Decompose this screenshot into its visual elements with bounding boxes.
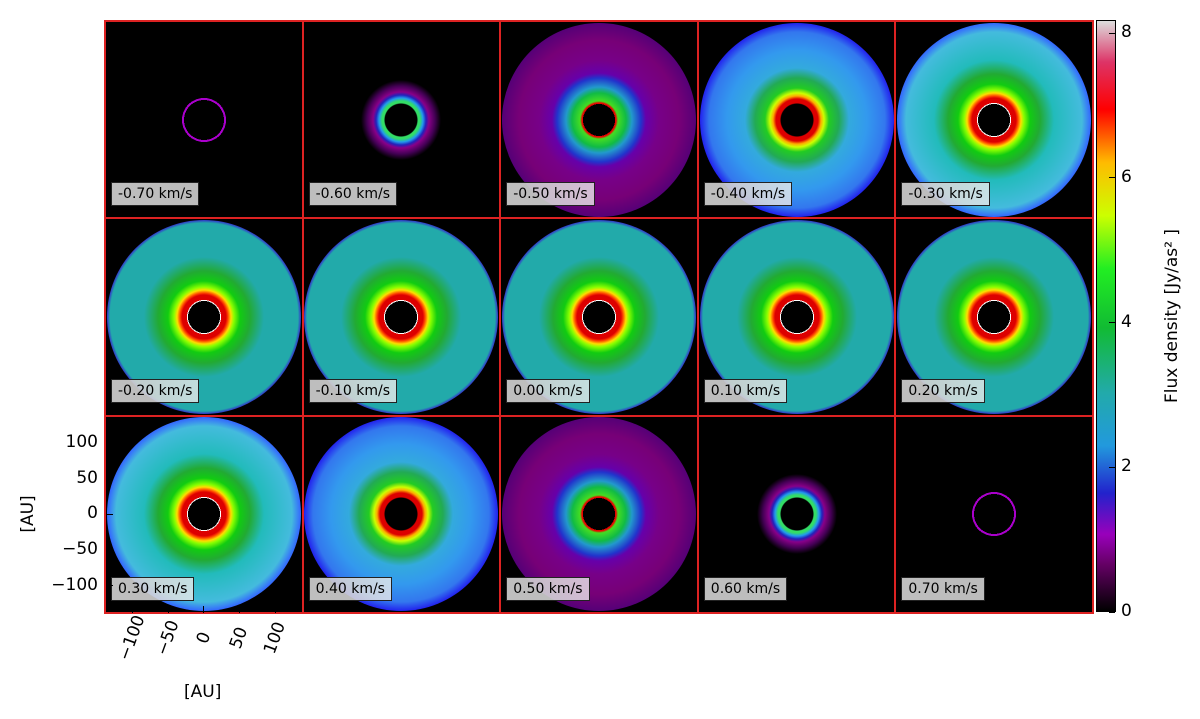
channel-panel: -0.70 km/s	[104, 20, 304, 220]
channel-panel: 0.50 km/s	[499, 414, 699, 614]
channel-panel: 0.60 km/s	[696, 414, 897, 614]
velocity-label: -0.60 km/s	[308, 182, 398, 206]
velocity-label: -0.50 km/s	[506, 182, 595, 206]
y-tick	[106, 585, 113, 587]
y-tick-label: 50	[76, 467, 98, 488]
x-tick	[274, 605, 276, 613]
y-tick	[106, 442, 113, 444]
velocity-label: 0.10 km/s	[703, 379, 788, 404]
y-tick-label: 0	[87, 503, 98, 524]
y-tick-label: −100	[51, 574, 98, 595]
colorbar-label: Flux density [Jy/as² ]	[1162, 228, 1182, 404]
colorbar-tick	[1109, 466, 1115, 468]
x-tick-label: 100	[260, 619, 291, 657]
x-tick	[238, 605, 240, 613]
y-tick-label: 100	[65, 431, 98, 452]
x-tick-label: 0	[192, 629, 216, 647]
velocity-label: -0.40 km/s	[703, 182, 793, 206]
y-tick-label: −50	[62, 538, 98, 559]
channel-panel: 0.70 km/s	[894, 414, 1094, 614]
velocity-label: 0.20 km/s	[901, 379, 985, 404]
channel-panel: -0.60 km/s	[301, 20, 502, 220]
y-tick	[106, 549, 113, 551]
velocity-label: -0.70 km/s	[111, 182, 200, 206]
y-tick	[106, 478, 113, 480]
x-tick-label: −100	[115, 612, 150, 664]
channel-panel: -0.10 km/s	[301, 217, 502, 417]
colorbar-tick	[1109, 32, 1115, 34]
colorbar-tick	[1109, 611, 1115, 613]
colorbar-tick	[1109, 322, 1115, 323]
colorbar-tick-label: 0	[1121, 601, 1132, 621]
x-tick	[203, 605, 205, 613]
colorbar-tick-label: 8	[1121, 22, 1132, 43]
channel-panel: 0.20 km/s	[894, 217, 1094, 417]
channel-panel: 0.10 km/s	[696, 217, 897, 417]
velocity-label: 0.70 km/s	[901, 576, 985, 601]
channel-panel: -0.20 km/s	[104, 217, 304, 417]
velocity-label: -0.30 km/s	[901, 182, 990, 206]
x-tick-label: 50	[226, 624, 253, 652]
colorbar-tick	[1109, 177, 1115, 179]
colorbar-tick-label: 4	[1121, 311, 1132, 332]
velocity-label: 0.00 km/s	[506, 379, 590, 404]
x-axis-label: [AU]	[184, 682, 222, 702]
channel-panel: 0.30 km/s	[104, 414, 304, 614]
velocity-label: -0.10 km/s	[308, 379, 398, 404]
velocity-label: 0.30 km/s	[111, 576, 195, 601]
x-tick	[167, 605, 169, 613]
velocity-label: -0.20 km/s	[111, 379, 200, 404]
velocity-label: 0.50 km/s	[506, 576, 590, 601]
y-tick	[106, 513, 113, 515]
colorbar-tick-label: 6	[1121, 166, 1132, 187]
colorbar-tick-label: 2	[1121, 456, 1132, 477]
channel-panel: -0.40 km/s	[696, 20, 897, 220]
colorbar	[1096, 20, 1116, 612]
channel-panel: -0.50 km/s	[499, 20, 699, 220]
x-tick	[131, 605, 133, 613]
velocity-label: 0.60 km/s	[703, 576, 788, 601]
channel-panel: 0.00 km/s	[499, 217, 699, 417]
channel-panel: 0.40 km/s	[301, 414, 502, 614]
velocity-label: 0.40 km/s	[308, 576, 392, 601]
y-axis-label: [AU]	[18, 495, 38, 533]
x-tick-label: −50	[152, 617, 184, 659]
channel-panel: -0.30 km/s	[894, 20, 1094, 220]
